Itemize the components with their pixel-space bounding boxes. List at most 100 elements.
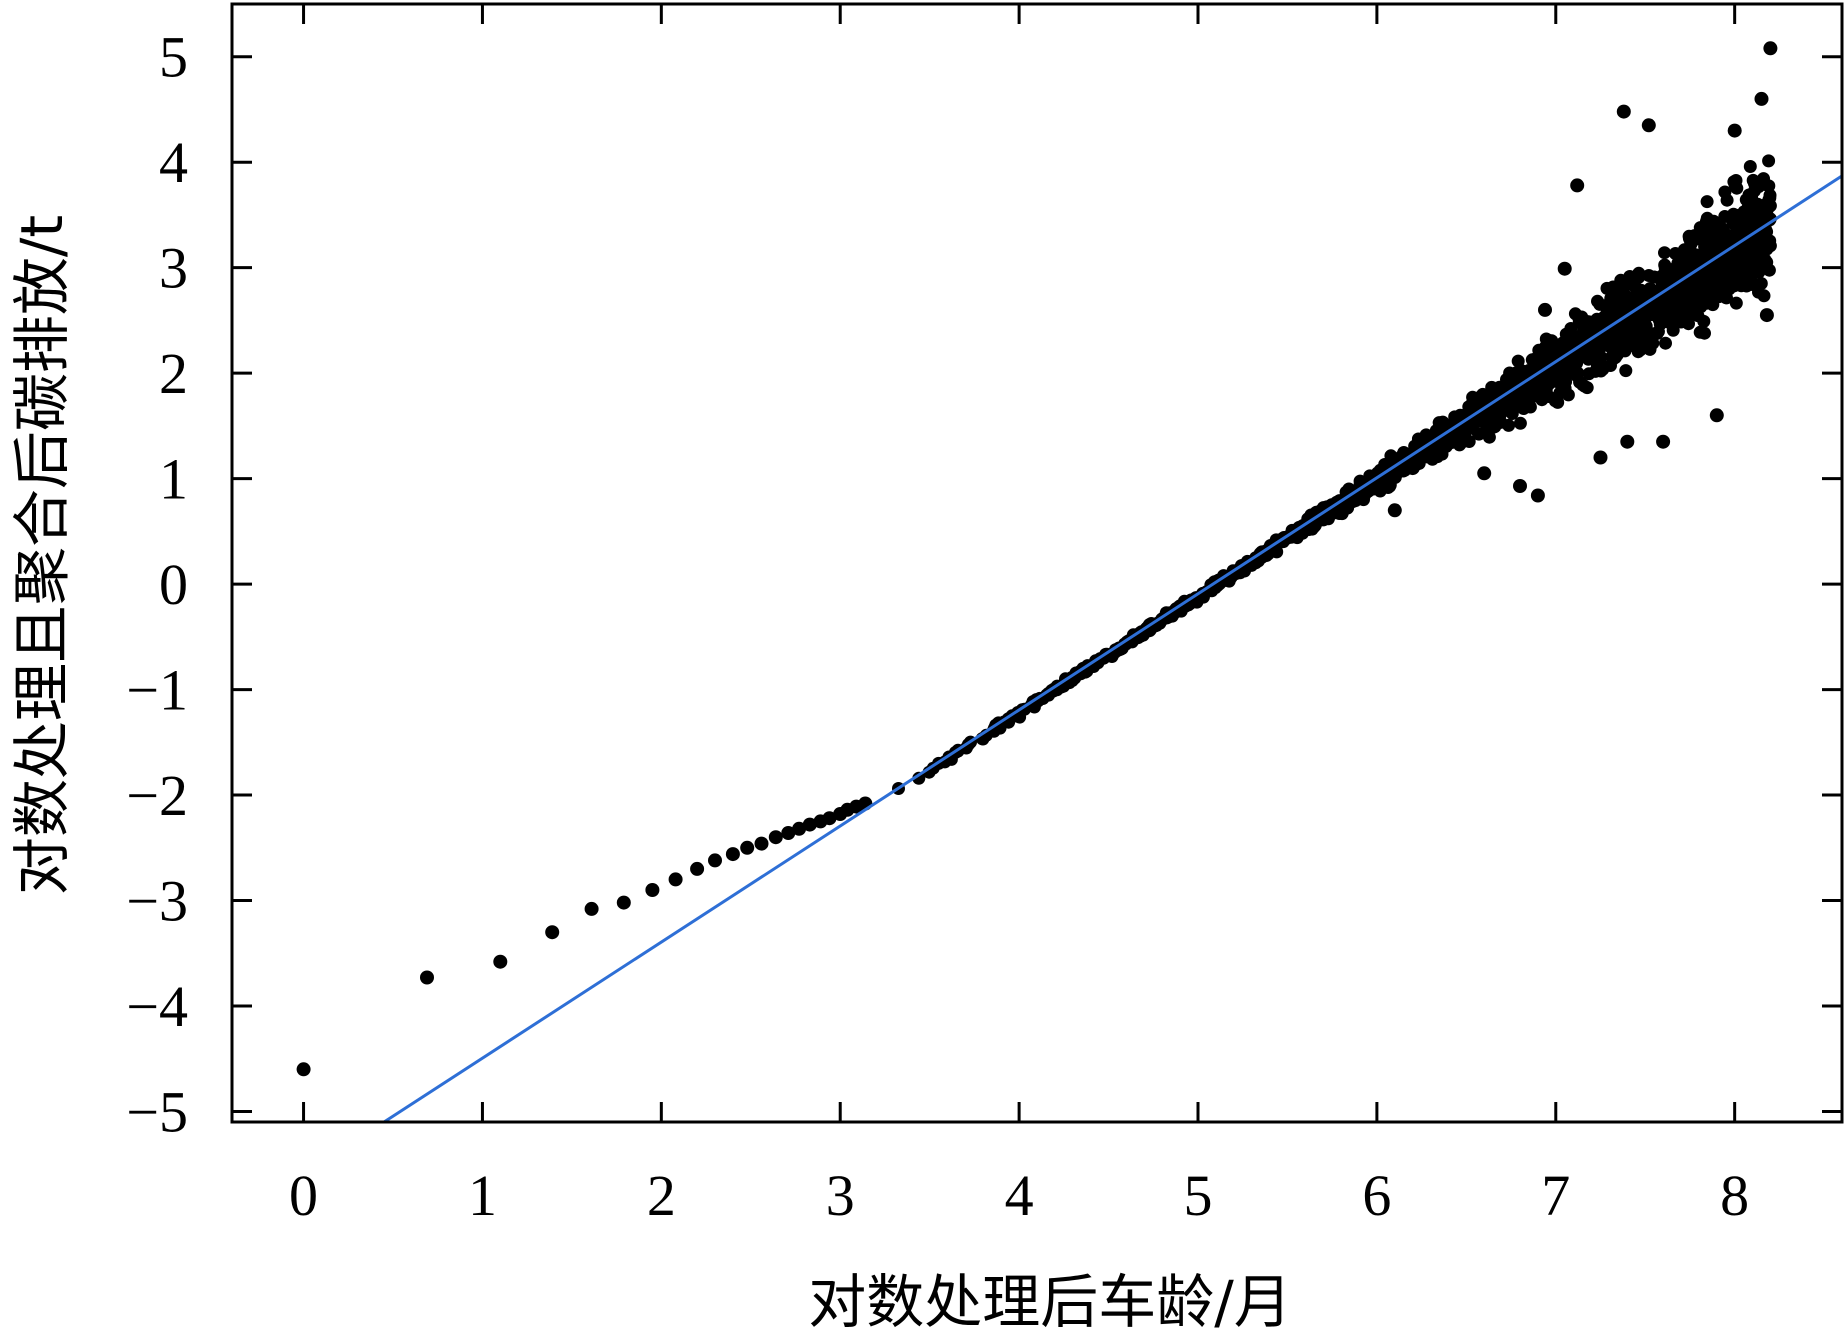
- data-point: [1670, 298, 1684, 312]
- data-point: [1538, 302, 1552, 317]
- data-point: [1497, 397, 1511, 411]
- data-point: [493, 954, 508, 969]
- data-point: [1695, 249, 1709, 262]
- data-point: [740, 840, 755, 855]
- data-point: [1740, 223, 1754, 237]
- data-point: [1712, 290, 1726, 304]
- data-point: [1649, 307, 1663, 321]
- data-point: [912, 771, 926, 785]
- data-point: [1426, 448, 1440, 462]
- y-tick-label: 3: [159, 236, 188, 301]
- data-point: [1560, 358, 1574, 372]
- data-point: [1405, 461, 1420, 476]
- data-point: [1482, 430, 1496, 444]
- data-point: [1660, 311, 1673, 325]
- data-point: [1700, 195, 1714, 209]
- y-tick-label: −2: [126, 763, 188, 828]
- y-tick-label: 1: [159, 447, 188, 512]
- data-point: [545, 925, 560, 940]
- data-point: [1635, 334, 1649, 348]
- data-point: [645, 883, 660, 897]
- data-point: [1672, 267, 1686, 281]
- data-point: [1718, 210, 1732, 223]
- data-point: [1578, 345, 1592, 359]
- data-point: [754, 836, 769, 851]
- y-tick-label: 2: [159, 341, 188, 406]
- data-point: [1696, 285, 1710, 298]
- data-point: [1688, 275, 1702, 289]
- data-point: [1530, 488, 1545, 503]
- data-point: [1406, 451, 1420, 465]
- data-point: [1532, 388, 1546, 401]
- x-tick-label: 3: [826, 1163, 855, 1228]
- x-tick-label: 8: [1720, 1163, 1749, 1228]
- data-point: [1709, 408, 1724, 423]
- data-point: [1477, 466, 1492, 481]
- y-tick-label: 4: [159, 130, 188, 195]
- data-point: [1628, 280, 1642, 294]
- data-point: [1641, 325, 1655, 339]
- data-point: [1634, 308, 1648, 322]
- data-point: [1729, 296, 1743, 310]
- data-point: [1686, 302, 1700, 316]
- x-tick-label: 6: [1362, 1163, 1391, 1228]
- data-point: [1493, 380, 1507, 394]
- data-point: [1748, 177, 1761, 190]
- x-axis-label: 对数处理后车龄/月: [808, 1268, 1292, 1336]
- data-point: [1763, 41, 1778, 56]
- data-point: [1730, 181, 1744, 195]
- data-point: [420, 970, 434, 985]
- data-point: [725, 847, 740, 862]
- data-point: [1511, 354, 1525, 368]
- data-point: [1596, 337, 1610, 350]
- data-point: [1632, 266, 1646, 280]
- data-point: [1705, 261, 1719, 274]
- data-point: [1722, 269, 1736, 283]
- data-point: [1551, 365, 1565, 379]
- data-point: [1744, 273, 1758, 287]
- y-tick-label: −3: [126, 869, 188, 934]
- y-tick-label: 0: [159, 552, 188, 617]
- data-point: [1592, 347, 1606, 361]
- data-point: [708, 853, 722, 868]
- data-point: [1693, 325, 1707, 339]
- data-point: [1344, 495, 1358, 509]
- data-point: [1642, 269, 1656, 282]
- data-point: [1455, 432, 1469, 446]
- data-point: [792, 821, 807, 836]
- data-point: [1658, 246, 1671, 260]
- x-tick-label: 7: [1541, 1163, 1570, 1228]
- data-point: [1557, 261, 1572, 276]
- data-point: [1745, 190, 1759, 204]
- data-point: [1723, 250, 1737, 264]
- y-axis-label: 对数处理且聚合后碳排放/t: [8, 215, 76, 895]
- data-point: [1586, 320, 1600, 334]
- data-point: [1432, 416, 1446, 430]
- data-point: [1757, 200, 1771, 214]
- data-point: [1725, 237, 1739, 251]
- data-point: [1046, 684, 1060, 698]
- data-point: [1633, 292, 1647, 306]
- data-point: [1754, 277, 1768, 290]
- data-point: [1551, 395, 1565, 409]
- data-point: [1700, 211, 1714, 225]
- data-point: [1454, 420, 1468, 433]
- data-point: [1532, 375, 1546, 389]
- data-point: [1378, 458, 1392, 471]
- data-point: [1720, 193, 1734, 207]
- point-cloud: [892, 154, 1777, 795]
- data-point: [1751, 248, 1765, 262]
- data-point: [1517, 402, 1531, 415]
- data-point: [1714, 220, 1728, 234]
- plot-area: [296, 41, 1843, 1124]
- data-point: [1588, 364, 1602, 378]
- x-tick-label: 0: [289, 1163, 318, 1228]
- data-point: [781, 826, 796, 840]
- data-point: [1604, 359, 1617, 372]
- data-point: [1654, 269, 1668, 283]
- data-point: [802, 817, 817, 832]
- data-point: [768, 830, 783, 845]
- data-point: [1522, 364, 1536, 377]
- data-point: [1335, 507, 1349, 521]
- x-tick-label: 1: [468, 1163, 497, 1228]
